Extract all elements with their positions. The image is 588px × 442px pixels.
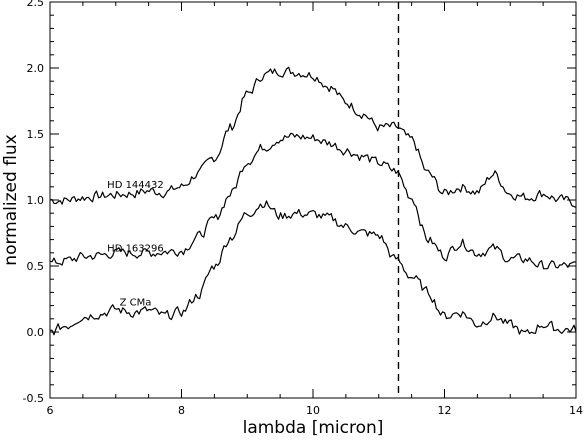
series-annotation: HD 144432 [107, 180, 164, 191]
y-tick-label: -0.5 [23, 392, 44, 405]
x-tick-label: 12 [438, 404, 452, 417]
series-annotation: Z CMa [120, 298, 152, 309]
y-tick-label: 2.0 [27, 62, 45, 75]
ticks-layer: 6 8 10 12 14 -0.5 0.0 0.5 1.0 1.5 2.0 2.5 [23, 0, 583, 417]
series-line-3 [49, 200, 577, 336]
x-tick-label: 6 [47, 404, 54, 417]
x-tick-label: 10 [306, 404, 320, 417]
y-tick-label: 0.5 [27, 260, 45, 273]
x-axis-title: lambda [micron] [243, 418, 384, 438]
x-tick-label: 14 [569, 404, 583, 417]
series-line-1 [49, 66, 577, 208]
series-line-2 [49, 132, 577, 270]
y-tick-label: 1.5 [27, 128, 45, 141]
annotation-layer: HD 144432 HD 163296 Z CMa [107, 180, 164, 308]
y-tick-label: 2.5 [27, 0, 45, 9]
y-axis-title: normalized flux [1, 134, 21, 265]
y-tick-label: 1.0 [27, 194, 45, 207]
series-annotation: HD 163296 [107, 243, 164, 254]
y-tick-label: 0.0 [27, 326, 45, 339]
x-tick-label: 8 [178, 404, 185, 417]
series-layer [49, 66, 577, 336]
